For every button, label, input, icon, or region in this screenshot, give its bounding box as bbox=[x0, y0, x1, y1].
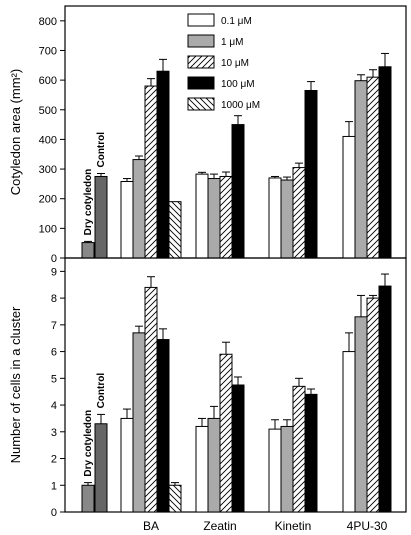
y-tick-label: 4 bbox=[51, 400, 57, 412]
bar-4pu-30-4 bbox=[378, 66, 392, 259]
bar-ba-1 bbox=[120, 181, 134, 259]
category-label: Zeatin bbox=[203, 519, 236, 533]
bar-kinetin-1 bbox=[268, 177, 282, 259]
bar-ba-2 bbox=[132, 332, 146, 513]
control-label-2: Control bbox=[96, 373, 107, 409]
legend-label: 100 μM bbox=[221, 79, 255, 90]
y-axis-title-2: Number of cells in a cluster bbox=[8, 306, 23, 463]
y-axis-title-1: Cotyledon area (mm²) bbox=[8, 69, 23, 195]
y-tick-label: 500 bbox=[39, 105, 57, 117]
control-bar-1 bbox=[81, 242, 95, 259]
bar-kinetin-2 bbox=[280, 425, 294, 513]
y-tick-label: 8 bbox=[51, 293, 57, 305]
legend-swatch bbox=[187, 76, 215, 90]
legend-label: 1000 μM bbox=[221, 100, 260, 111]
control-label-1: Dry cotyledon bbox=[83, 410, 94, 477]
y-tick-label: 3 bbox=[51, 427, 57, 439]
y-tick-label: 700 bbox=[39, 45, 57, 57]
bar-zeatin-2 bbox=[207, 417, 221, 513]
bar-ba-4 bbox=[156, 70, 170, 259]
legend-label: 1 μM bbox=[221, 37, 243, 48]
y-tick-label: 800 bbox=[39, 16, 57, 28]
y-tick-label: 0 bbox=[51, 507, 57, 519]
y-tick-label: 400 bbox=[39, 134, 57, 146]
bar-kinetin-3 bbox=[292, 167, 306, 259]
bar-zeatin-4 bbox=[231, 384, 245, 513]
control-label-1: Dry cotyledon bbox=[83, 169, 94, 236]
bar-ba-3 bbox=[144, 85, 158, 259]
bar-zeatin-4 bbox=[231, 124, 245, 259]
category-label: 4PU-30 bbox=[347, 519, 388, 533]
y-tick-label: 6 bbox=[51, 347, 57, 359]
y-tick-label: 5 bbox=[51, 373, 57, 385]
y-tick-label: 100 bbox=[39, 223, 57, 235]
y-tick-label: 1 bbox=[51, 480, 57, 492]
y-tick-label: 7 bbox=[51, 320, 57, 332]
bar-zeatin-1 bbox=[195, 425, 209, 513]
control-bar-2 bbox=[94, 423, 108, 513]
bar-ba-3 bbox=[144, 286, 158, 513]
legend-label: 0.1 μM bbox=[221, 16, 252, 27]
bar-zeatin-3 bbox=[219, 353, 233, 513]
bar-ba-2 bbox=[132, 159, 146, 259]
y-tick-label: 9 bbox=[51, 266, 57, 278]
y-tick-label: 600 bbox=[39, 75, 57, 87]
legend-swatch bbox=[187, 97, 215, 111]
bar-4pu-30-3 bbox=[366, 76, 380, 259]
y-tick-label: 200 bbox=[39, 194, 57, 206]
bar-ba-4 bbox=[156, 339, 170, 513]
category-label: Kinetin bbox=[275, 519, 312, 533]
y-tick-label: 300 bbox=[39, 164, 57, 176]
category-label: BA bbox=[143, 519, 159, 533]
legend-swatch bbox=[187, 13, 215, 27]
bar-zeatin-1 bbox=[195, 173, 209, 259]
bar-4pu-30-2 bbox=[354, 80, 368, 259]
bar-ba-5 bbox=[168, 484, 182, 513]
bar-kinetin-1 bbox=[268, 428, 282, 513]
bar-4pu-30-1 bbox=[342, 351, 356, 513]
bar-zeatin-3 bbox=[219, 175, 233, 259]
legend-swatch bbox=[187, 55, 215, 69]
control-label-2: Control bbox=[96, 132, 107, 168]
control-bar-2 bbox=[94, 175, 108, 259]
legend-label: 10 μM bbox=[221, 58, 249, 69]
bar-ba-1 bbox=[120, 417, 134, 513]
control-bar-1 bbox=[81, 484, 95, 513]
bar-kinetin-4 bbox=[304, 393, 318, 513]
y-tick-label: 0 bbox=[51, 253, 57, 265]
bar-4pu-30-2 bbox=[354, 316, 368, 513]
bar-kinetin-2 bbox=[280, 179, 294, 259]
bar-4pu-30-1 bbox=[342, 135, 356, 259]
bar-zeatin-2 bbox=[207, 178, 221, 259]
legend-swatch bbox=[187, 34, 215, 48]
y-tick-label: 2 bbox=[51, 454, 57, 466]
bar-kinetin-3 bbox=[292, 385, 306, 513]
bar-4pu-30-3 bbox=[366, 297, 380, 513]
bar-4pu-30-4 bbox=[378, 285, 392, 513]
bar-kinetin-4 bbox=[304, 89, 318, 259]
bar-ba-5 bbox=[168, 201, 182, 259]
